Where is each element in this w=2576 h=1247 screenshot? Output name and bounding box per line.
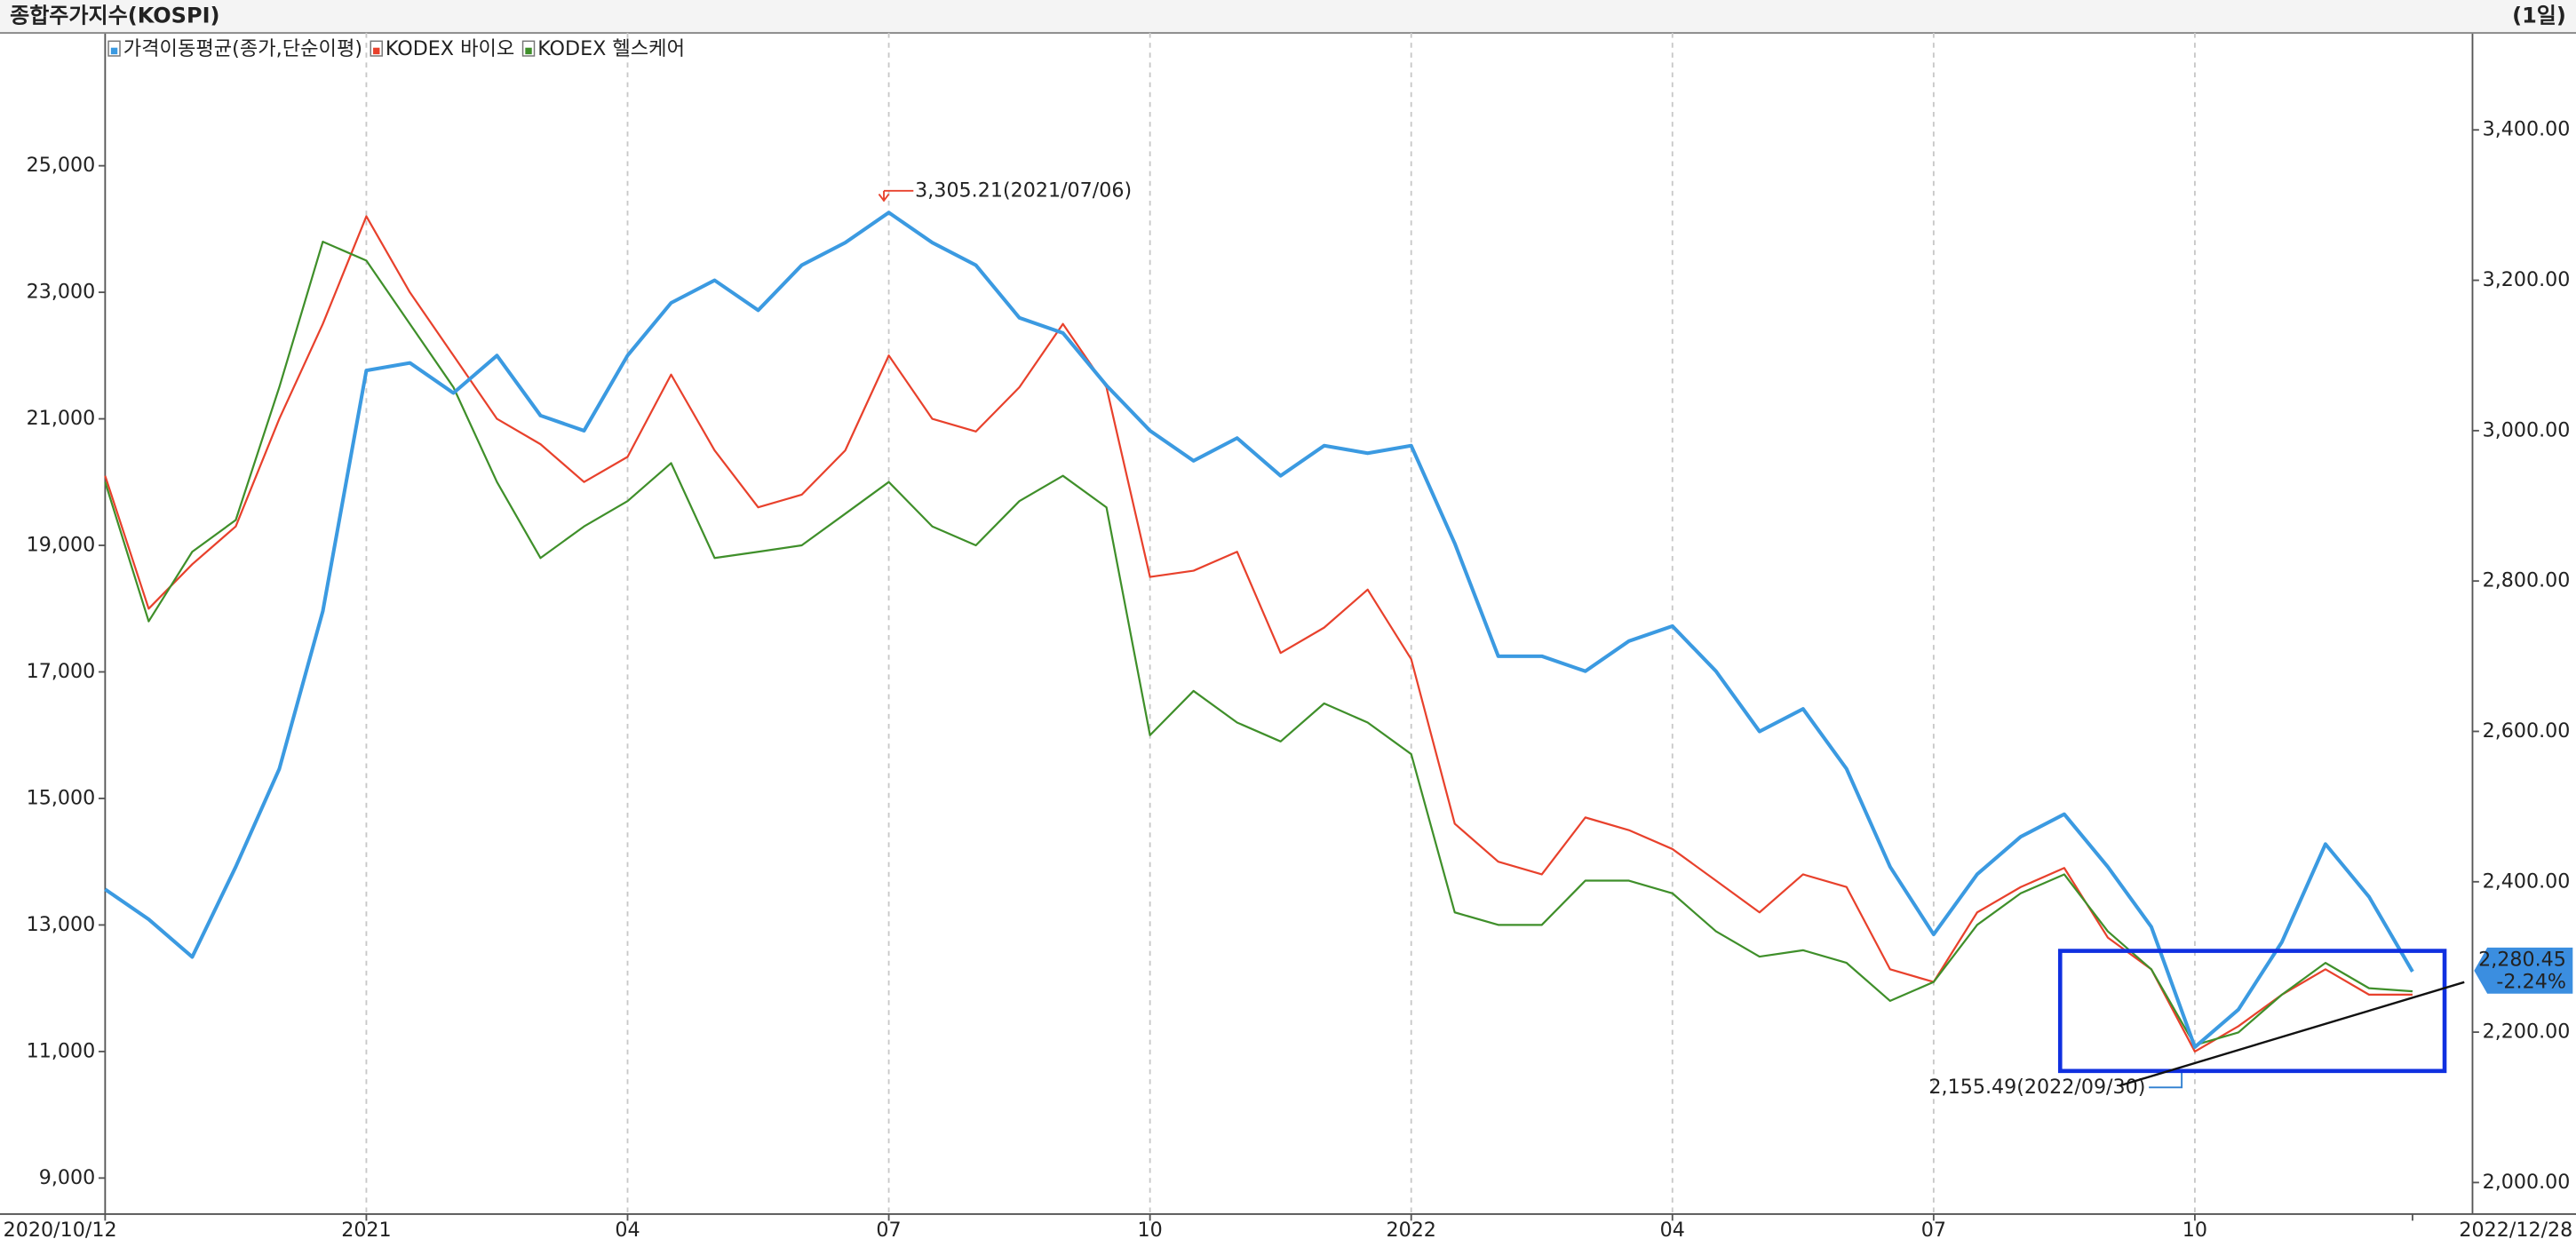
x-tick-label: 10 [1138, 1219, 1163, 1242]
chart-title: 종합주가지수(KOSPI) [10, 4, 219, 28]
annotation-text: 2,155.49(2022/09/30) [1928, 1076, 2145, 1099]
legend-swatch-fill [525, 47, 532, 55]
legend-swatch-fill [373, 47, 380, 55]
x-tick-label: 2022/12/28 [2459, 1219, 2572, 1242]
y2-tick-label: 2,800.00 [2483, 569, 2571, 592]
x-tick-label: 10 [2182, 1219, 2207, 1242]
y2-tick-label: 3,400.00 [2483, 118, 2571, 141]
high-annotation: 3,305.21(2021/07/06) [878, 179, 1132, 203]
series-line [104, 215, 2413, 1053]
y-tick-label: 23,000 [27, 281, 96, 304]
y-tick-label: 17,000 [27, 660, 96, 683]
x-tick-label: 07 [1921, 1219, 1946, 1242]
x-tick-label: 07 [876, 1219, 901, 1242]
period-label: (1일) [2512, 4, 2566, 28]
y-tick-label: 11,000 [27, 1039, 96, 1062]
x-tick-label: 2022 [1386, 1219, 1435, 1242]
title-bar [0, 0, 2576, 34]
legend-label: KODEX 바이오 [386, 37, 514, 60]
trend-line [2119, 981, 2465, 1087]
low-annotation: 2,155.49(2022/09/30) [1928, 1068, 2183, 1099]
y-tick-label: 9,000 [39, 1166, 96, 1189]
y-tick-label: 21,000 [27, 407, 96, 430]
y-tick-label: 25,000 [27, 154, 96, 177]
last-value: 2,280.45 [2478, 948, 2566, 971]
annotation-line [2149, 1068, 2183, 1089]
series-line [104, 210, 2414, 1049]
y2-tick-label: 2,400.00 [2483, 870, 2571, 893]
y-tick-label: 13,000 [27, 913, 96, 936]
y2-tick-label: 3,200.00 [2483, 268, 2571, 291]
last-badge [2474, 947, 2573, 994]
y2-tick-label: 2,200.00 [2483, 1021, 2571, 1044]
series-line [104, 240, 2413, 1046]
y2-tick-label: 2,000.00 [2483, 1171, 2571, 1194]
y-tick-label: 19,000 [27, 534, 96, 557]
annotation-arrow [878, 190, 890, 203]
x-tick-label: 2020/10/12 [4, 1219, 117, 1242]
legend-label: KODEX 헬스케어 [537, 37, 685, 60]
x-tick-label: 2021 [341, 1219, 391, 1242]
legend-swatch-fill [110, 47, 118, 55]
x-tick-label: 04 [1660, 1219, 1685, 1242]
x-tick-label: 04 [615, 1219, 640, 1242]
y2-tick-label: 3,000.00 [2483, 418, 2571, 441]
highlight-box [2057, 949, 2447, 1074]
y2-tick-label: 2,600.00 [2483, 719, 2571, 743]
legend-label: 가격이동평균(종가,단순이평) [123, 37, 362, 60]
y-tick-label: 15,000 [27, 786, 96, 809]
annotation-text: 3,305.21(2021/07/06) [915, 179, 1132, 202]
last-change: -2.24% [2496, 970, 2565, 993]
